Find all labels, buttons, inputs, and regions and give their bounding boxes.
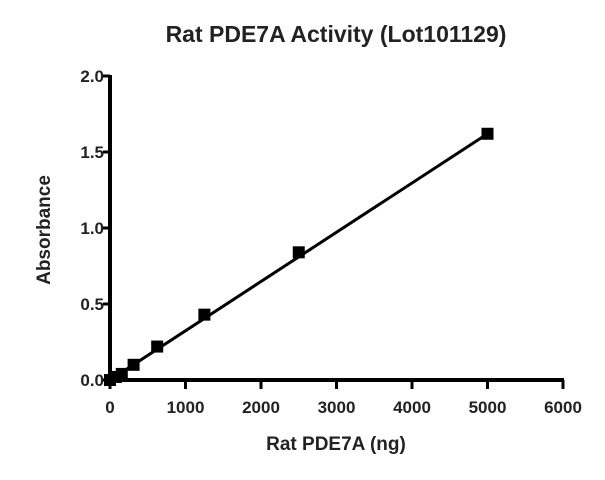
data-point <box>292 246 305 259</box>
x-tick-label: 2000 <box>242 398 280 417</box>
y-tick-label: 1.0 <box>80 219 104 238</box>
plot-area: 0.0 0.5 1.0 1.5 2.0 0 1000 2000 3000 4000 5000 6000 <box>80 67 582 417</box>
data-point <box>198 308 211 321</box>
x-tick-label: 5000 <box>469 398 507 417</box>
data-point <box>115 367 128 380</box>
data-point <box>481 127 494 140</box>
x-tick-label: 1000 <box>167 398 205 417</box>
chart-title: Rat PDE7A Activity (Lot101129) <box>166 21 507 47</box>
y-tick-label: 0.5 <box>80 295 104 314</box>
data-point <box>127 358 140 371</box>
x-tick-label: 3000 <box>318 398 356 417</box>
x-tick-label: 0 <box>105 398 114 417</box>
x-tick-label: 4000 <box>393 398 431 417</box>
data-point <box>151 340 164 353</box>
y-tick-label: 2.0 <box>80 67 104 86</box>
x-tick-label: 6000 <box>544 398 582 417</box>
y-tick-label: 1.5 <box>80 143 104 162</box>
y-tick-label: 0.0 <box>80 371 104 390</box>
y-axis-label: Absorbance <box>34 175 55 285</box>
x-axis-label: Rat PDE7A (ng) <box>266 434 406 455</box>
